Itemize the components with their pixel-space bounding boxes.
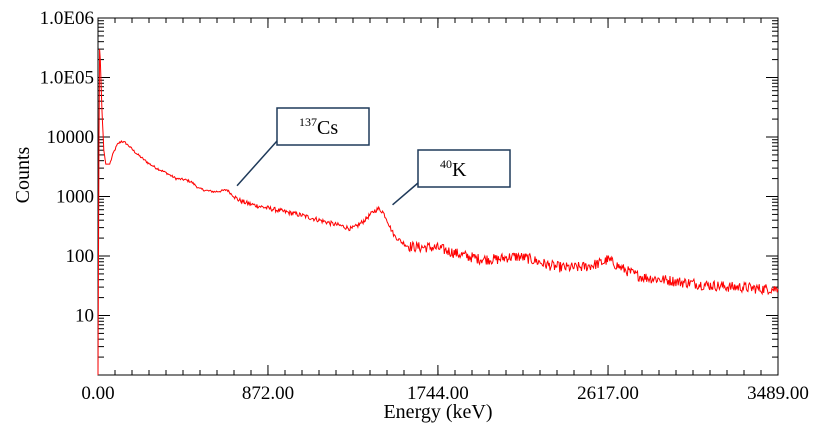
y-axis-title: Counts	[12, 146, 34, 203]
annotation-text: K	[452, 159, 467, 181]
spectrum-line	[97, 49, 779, 376]
y-tick-label: 10000	[47, 127, 95, 148]
x-tick-label: 0.00	[81, 383, 114, 404]
x-tick-label: 2617.00	[577, 383, 639, 404]
annotation-box	[276, 107, 370, 146]
annotations: 137Cs 40K	[236, 107, 511, 206]
annotation-text: Cs	[317, 117, 338, 139]
annotation-box	[417, 149, 511, 188]
annotation-label: 137Cs	[299, 115, 338, 139]
x-tick-label: 1744.00	[407, 383, 469, 404]
x-tick-label: 3489.00	[747, 383, 809, 404]
y-tick-label: 1.0E05	[40, 68, 94, 89]
x-tick-label: 872.00	[242, 383, 294, 404]
annotation-leader-line	[236, 140, 278, 187]
y-tick-labels: 10 100 1000 10000 1.0E05 1.0E06	[40, 8, 94, 327]
annotation-superscript: 137	[299, 115, 317, 129]
annotation-leader-line	[392, 182, 419, 206]
minor-ticks	[98, 18, 778, 375]
x-tick-labels: 0.00 872.00 1744.00 2617.00 3489.00	[81, 383, 809, 404]
x-axis-title: Energy (keV)	[383, 401, 492, 423]
y-tick-label: 1.0E06	[40, 8, 94, 29]
y-tick-label: 10	[75, 306, 94, 327]
y-tick-label: 1000	[56, 187, 94, 208]
annotation-superscript: 40	[440, 157, 452, 171]
y-tick-label: 100	[66, 246, 95, 267]
major-ticks	[97, 17, 779, 375]
plot-frame	[97, 17, 779, 376]
annotation-label: 40K	[440, 157, 467, 181]
